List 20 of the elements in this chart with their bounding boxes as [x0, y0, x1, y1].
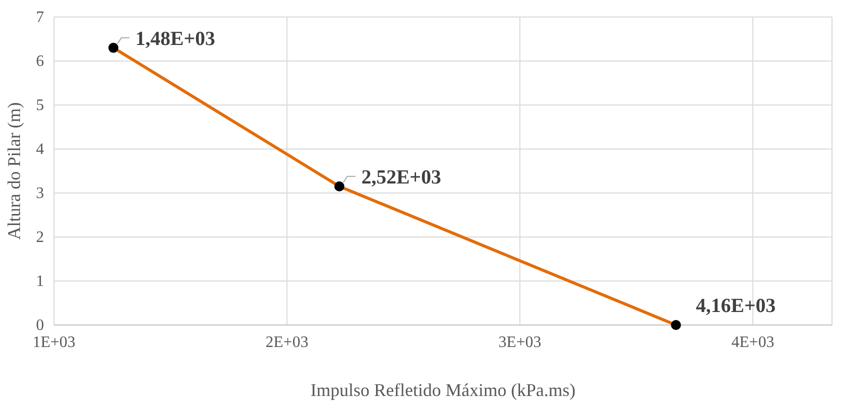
point — [670, 320, 681, 330]
x-tick-label: 1E+03 — [32, 334, 76, 351]
y-tick-label: 7 — [36, 9, 44, 26]
y-tick-label: 3 — [36, 185, 44, 202]
y-axis-title: Altura do Pilar (m) — [4, 102, 24, 240]
annotation: 2,52E+03 — [361, 166, 442, 188]
point — [334, 181, 344, 192]
annotation: 1,48E+03 — [135, 28, 216, 50]
x-tick-label: 2E+03 — [266, 334, 308, 351]
y-tick-label: 4 — [36, 141, 44, 158]
point — [108, 42, 118, 53]
y-tick-label: 2 — [36, 229, 44, 246]
y-tick-label: 1 — [36, 273, 44, 290]
y-tick-label: 6 — [36, 53, 44, 70]
x-tick-label: 3E+03 — [498, 334, 542, 351]
annotation: 4,16E+03 — [696, 295, 776, 317]
x-axis-title: Impulso Refletido Máximo (kPa.ms) — [310, 380, 576, 400]
x-tick-label: 4E+03 — [731, 334, 774, 351]
y-tick-label: 0 — [36, 317, 44, 334]
y-tick-label: 5 — [36, 97, 44, 114]
